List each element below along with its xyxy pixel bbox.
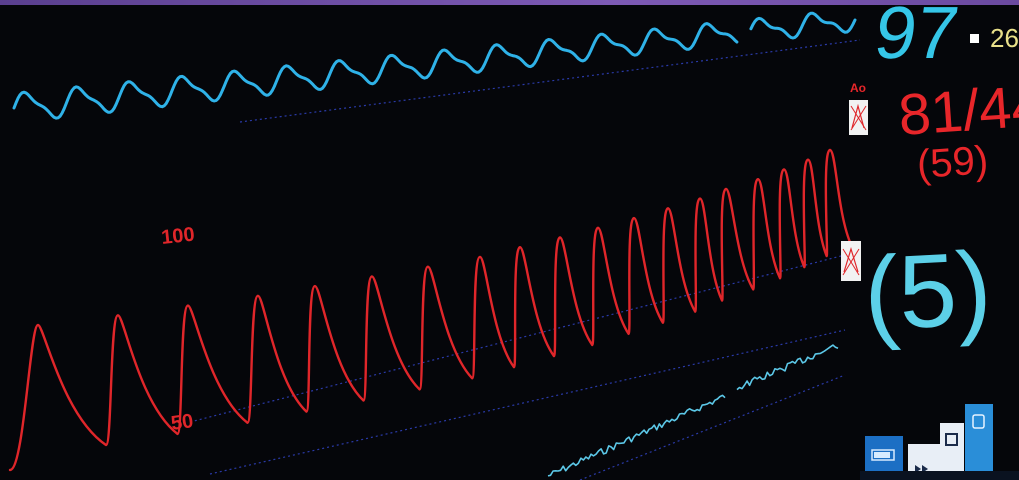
menu-button[interactable] [940,423,964,480]
cvp-baseline [579,374,846,480]
cvp-trend-waveform [547,394,726,477]
battery-status-button[interactable] [865,436,903,471]
resp-baseline [239,39,861,123]
bp-mean-value: (59) [916,138,990,187]
respiration-waveform [12,11,857,120]
monitor-top-bezel [0,0,1019,5]
bp-alarm-off-icon[interactable] [849,100,868,135]
art-baseline-lower [209,329,846,475]
cvp-alarm-off-icon[interactable] [841,241,861,281]
art-scale-label-top: 100 [160,224,195,249]
bottom-bar [860,471,1019,480]
heart-rate-value: 97 [870,0,964,74]
art-baseline-upper [189,254,846,423]
square-icon [945,433,958,446]
bp-label: Ao [850,81,866,95]
settings-button[interactable] [965,404,993,474]
battery-icon [874,452,890,458]
arterial-pressure-waveform [8,148,853,472]
resp-rate-value: 26 [990,23,1019,53]
art-scale-label-mid: 50 [170,410,195,435]
cvp-trend-waveform-segment [736,344,839,391]
square-outline-icon [972,414,985,429]
cvp-value: (5) [861,230,994,352]
bp-systolic-diastolic-value: 81/44 [896,73,1019,148]
rr-indicator-dot [970,34,979,43]
